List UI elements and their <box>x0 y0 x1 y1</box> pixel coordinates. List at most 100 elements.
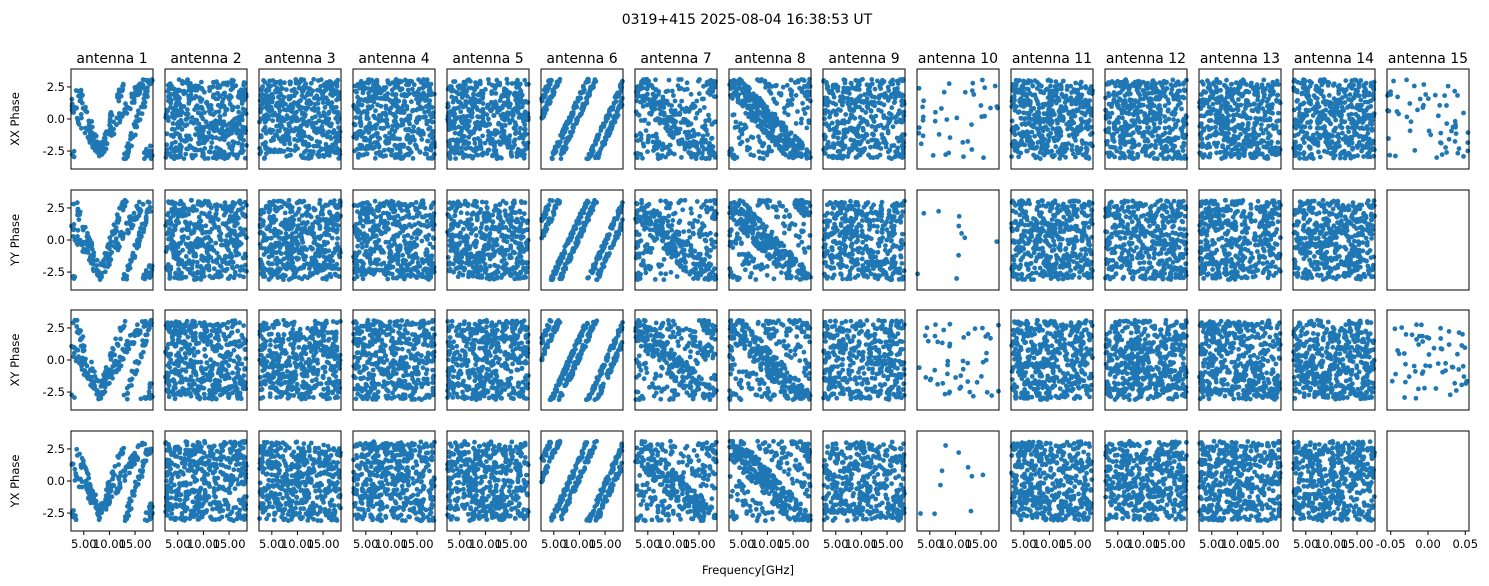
data-point <box>522 78 527 83</box>
data-point <box>70 97 75 102</box>
data-point <box>779 132 784 137</box>
data-point <box>391 136 396 141</box>
data-point <box>1051 89 1056 94</box>
data-point <box>333 135 338 140</box>
data-point <box>848 137 853 142</box>
data-point <box>682 143 687 148</box>
data-point <box>1121 151 1126 156</box>
data-point <box>329 80 334 85</box>
data-point <box>171 121 176 126</box>
data-point <box>164 155 169 160</box>
data-point <box>522 148 527 153</box>
data-point <box>134 114 139 119</box>
data-point <box>892 100 897 105</box>
data-point <box>461 126 466 131</box>
data-point <box>185 122 190 127</box>
data-point <box>1031 141 1036 146</box>
data-point <box>1125 105 1130 110</box>
data-point <box>449 119 454 124</box>
data-point <box>1173 122 1178 127</box>
data-point <box>979 114 984 119</box>
data-point <box>663 99 668 104</box>
data-point <box>850 143 855 148</box>
data-point <box>712 94 717 99</box>
panel-r1-c5: antenna 5 <box>445 51 531 169</box>
data-point <box>1013 90 1018 95</box>
data-point <box>1129 118 1134 123</box>
panel-r1-c13: antenna 13 <box>1197 51 1283 169</box>
data-point <box>508 144 513 149</box>
data-point <box>499 156 504 161</box>
data-point <box>179 104 184 109</box>
data-point <box>828 111 833 116</box>
panel-title: antenna 3 <box>264 51 335 67</box>
data-point <box>1032 134 1037 139</box>
data-point <box>701 84 706 89</box>
data-point <box>241 83 246 88</box>
panel-title: antenna 12 <box>1106 51 1186 67</box>
data-point <box>705 132 710 137</box>
data-point <box>210 135 215 140</box>
data-point <box>478 138 483 143</box>
data-point <box>1076 108 1081 113</box>
data-point <box>870 82 875 87</box>
data-point <box>93 134 98 139</box>
data-point <box>1077 128 1082 133</box>
data-point <box>668 143 673 148</box>
data-point <box>1043 102 1048 107</box>
data-point <box>1061 118 1066 123</box>
data-point <box>166 87 171 92</box>
data-point <box>336 125 341 130</box>
data-point <box>1142 130 1147 135</box>
data-point <box>700 125 705 130</box>
data-point <box>757 138 762 143</box>
data-point <box>758 98 763 103</box>
data-point <box>1146 139 1151 144</box>
data-point <box>491 113 496 118</box>
data-point <box>286 121 291 126</box>
data-point <box>500 116 505 121</box>
data-point <box>1112 155 1117 160</box>
data-point <box>1147 91 1152 96</box>
data-point <box>808 155 813 160</box>
panel-r1-c3: antenna 3 <box>257 51 342 169</box>
data-point <box>1088 125 1093 130</box>
data-point <box>207 85 212 90</box>
data-point <box>864 119 869 124</box>
data-point <box>362 98 367 103</box>
data-point <box>186 101 191 106</box>
data-point <box>1123 142 1128 147</box>
data-point <box>687 135 692 140</box>
data-point <box>521 140 526 145</box>
data-point <box>279 139 284 144</box>
data-point <box>1231 126 1236 131</box>
data-point <box>1157 96 1162 101</box>
data-point <box>424 122 429 127</box>
data-point <box>311 149 316 154</box>
data-point <box>1106 91 1111 96</box>
data-point <box>298 86 303 91</box>
data-point <box>207 109 212 114</box>
data-point <box>1276 140 1281 145</box>
data-point <box>745 148 750 153</box>
data-point <box>452 151 457 156</box>
data-point <box>689 155 694 160</box>
data-point <box>509 151 514 156</box>
data-point <box>1111 132 1116 137</box>
data-point <box>799 117 804 122</box>
data-point <box>428 125 433 130</box>
data-point <box>1136 153 1141 158</box>
data-point <box>873 87 878 92</box>
data-point <box>382 126 387 131</box>
data-point <box>803 111 808 116</box>
data-point <box>1073 81 1078 86</box>
data-point <box>450 126 455 131</box>
data-point <box>196 111 201 116</box>
data-point <box>175 99 180 104</box>
data-point <box>329 101 334 106</box>
panel-title: antenna 2 <box>170 51 241 67</box>
data-point <box>578 112 583 117</box>
data-point <box>854 132 859 137</box>
data-point <box>560 149 565 154</box>
data-point <box>398 148 403 153</box>
